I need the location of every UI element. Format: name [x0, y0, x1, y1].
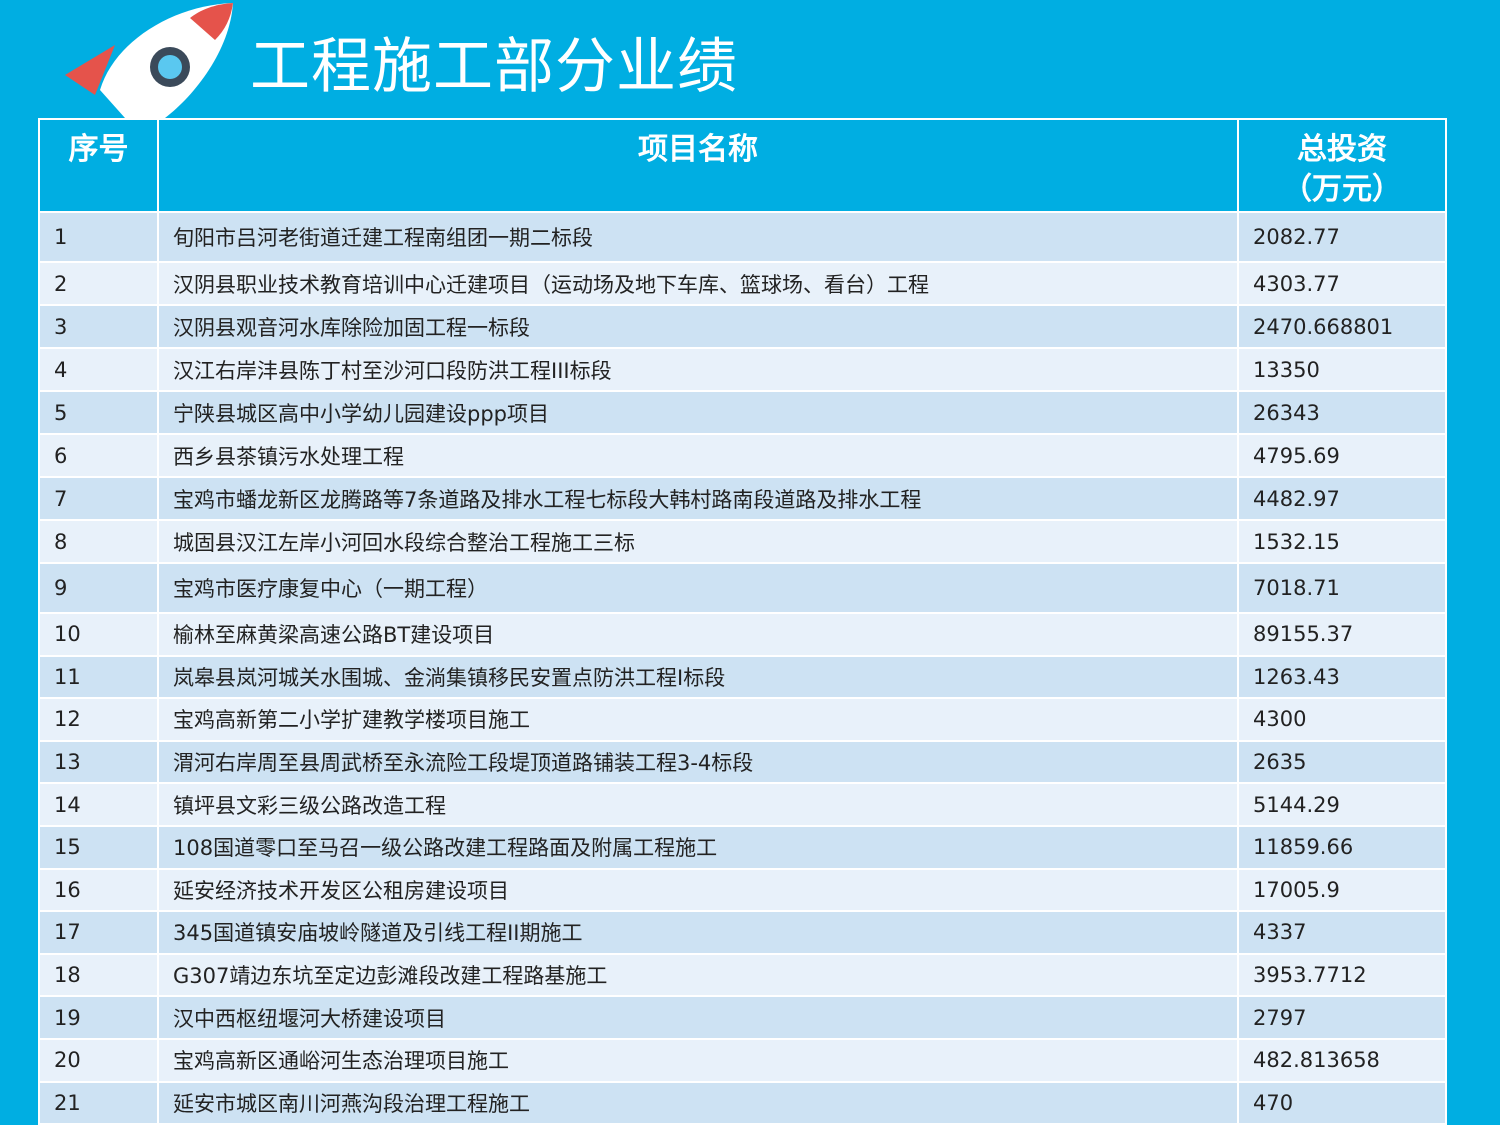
project-name: G307靖边东坑至定边彭滩段改建工程路基施工 — [157, 952, 1239, 998]
column-header: 总投资 （万元） — [1237, 118, 1447, 213]
project-name: 汉中西枢纽堰河大桥建设项目 — [157, 995, 1239, 1040]
investment: 1263.43 — [1237, 654, 1447, 700]
row-number: 10 — [38, 612, 159, 657]
investment: 11859.66 — [1237, 824, 1447, 870]
row-number: 13 — [38, 739, 159, 785]
project-name: 镇坪县文彩三级公路改造工程 — [157, 782, 1239, 827]
investment: 3953.7712 — [1237, 952, 1447, 998]
project-name: 345国道镇安庙坡岭隧道及引线工程II期施工 — [157, 910, 1239, 955]
column-header: 项目名称 — [157, 118, 1239, 213]
row-number: 7 — [38, 476, 159, 521]
investment: 1532.15 — [1237, 519, 1447, 564]
investment: 2635 — [1237, 739, 1447, 785]
project-name: 汉阴县观音河水库除险加固工程一标段 — [157, 304, 1239, 349]
table-row: 1 旬阳市吕河老街道迁建工程南组团一期二标段 2082.77 — [38, 211, 1447, 263]
investment: 26343 — [1237, 390, 1447, 435]
project-name: 岚皋县岚河城关水围城、金淌集镇移民安置点防洪工程I标段 — [157, 654, 1239, 700]
row-number: 4 — [38, 347, 159, 392]
project-name: 汉阴县职业技术教育培训中心迁建项目（运动场及地下车库、篮球场、看台）工程 — [157, 261, 1239, 306]
project-name: 108国道零口至马召一级公路改建工程路面及附属工程施工 — [157, 824, 1239, 870]
project-name: 城固县汉江左岸小河回水段综合整治工程施工三标 — [157, 519, 1239, 564]
project-name: 宁陕县城区高中小学幼儿园建设ppp项目 — [157, 390, 1239, 435]
project-name: 宝鸡市医疗康复中心（一期工程） — [157, 562, 1239, 614]
row-number: 5 — [38, 390, 159, 435]
table-row: 14 镇坪县文彩三级公路改造工程 5144.29 — [38, 782, 1447, 827]
table-row: 4 汉江右岸沣县陈丁村至沙河口段防洪工程III标段 13350 — [38, 347, 1447, 392]
header-row: 序号 项目名称 总投资 （万元） — [38, 118, 1447, 213]
row-number: 8 — [38, 519, 159, 564]
investment: 13350 — [1237, 347, 1447, 392]
project-name: 延安市城区南川河燕沟段治理工程施工 — [157, 1080, 1239, 1125]
investment: 4300 — [1237, 697, 1447, 742]
investment: 4303.77 — [1237, 261, 1447, 306]
row-number: 2 — [38, 261, 159, 306]
project-name: 西乡县茶镇污水处理工程 — [157, 433, 1239, 478]
table-row: 3 汉阴县观音河水库除险加固工程一标段 2470.668801 — [38, 304, 1447, 349]
investment: 4795.69 — [1237, 433, 1447, 478]
investment: 4337 — [1237, 910, 1447, 955]
table-row: 10 榆林至麻黄梁高速公路BT建设项目 89155.37 — [38, 612, 1447, 657]
table-row: 20 宝鸡高新区通峪河生态治理项目施工 482.813658 — [38, 1037, 1447, 1083]
table-row: 21 延安市城区南川河燕沟段治理工程施工 470 — [38, 1080, 1447, 1125]
row-number: 12 — [38, 697, 159, 742]
table-row: 9 宝鸡市医疗康复中心（一期工程） 7018.71 — [38, 562, 1447, 614]
project-name: 宝鸡高新区通峪河生态治理项目施工 — [157, 1037, 1239, 1083]
investment: 17005.9 — [1237, 867, 1447, 913]
table-row: 13 渭河右岸周至县周武桥至永流险工段堤顶道路铺装工程3-4标段 2635 — [38, 739, 1447, 785]
table-row: 7 宝鸡市蟠龙新区龙腾路等7条道路及排水工程七标段大韩村路南段道路及排水工程 448… — [38, 476, 1447, 521]
rocket-icon — [65, 3, 233, 118]
table-row: 8 城固县汉江左岸小河回水段综合整治工程施工三标 1532.15 — [38, 519, 1447, 564]
project-name: 延安经济技术开发区公租房建设项目 — [157, 867, 1239, 913]
investment: 2470.668801 — [1237, 304, 1447, 349]
row-number: 17 — [38, 910, 159, 955]
header-line: （万元） — [1282, 172, 1402, 207]
title: 工程施工部分业绩 — [250, 32, 738, 102]
row-number: 3 — [38, 304, 159, 349]
row-number: 16 — [38, 867, 159, 913]
row-number: 18 — [38, 952, 159, 998]
project-name: 旬阳市吕河老街道迁建工程南组团一期二标段 — [157, 211, 1239, 263]
header-line: 序号 — [68, 132, 129, 167]
investment: 470 — [1237, 1080, 1447, 1125]
row-number: 14 — [38, 782, 159, 827]
table-row: 15 108国道零口至马召一级公路改建工程路面及附属工程施工 11859.66 — [38, 824, 1447, 870]
investment: 2797 — [1237, 995, 1447, 1040]
column-header: 序号 — [38, 118, 159, 213]
row-number: 19 — [38, 995, 159, 1040]
row-number: 1 — [38, 211, 159, 263]
project-name: 榆林至麻黄梁高速公路BT建设项目 — [157, 612, 1239, 657]
table-row: 16 延安经济技术开发区公租房建设项目 17005.9 — [38, 867, 1447, 913]
investment: 7018.71 — [1237, 562, 1447, 614]
table-row: 18 G307靖边东坑至定边彭滩段改建工程路基施工 3953.7712 — [38, 952, 1447, 998]
row-number: 9 — [38, 562, 159, 614]
investment: 89155.37 — [1237, 612, 1447, 657]
header-line: 项目名称 — [638, 132, 758, 167]
table-row: 2 汉阴县职业技术教育培训中心迁建项目（运动场及地下车库、篮球场、看台）工程 430… — [38, 261, 1447, 306]
table-row: 19 汉中西枢纽堰河大桥建设项目 2797 — [38, 995, 1447, 1040]
table-row: 17 345国道镇安庙坡岭隧道及引线工程II期施工 4337 — [38, 910, 1447, 955]
investment: 2082.77 — [1237, 211, 1447, 263]
investment: 5144.29 — [1237, 782, 1447, 827]
project-name: 宝鸡市蟠龙新区龙腾路等7条道路及排水工程七标段大韩村路南段道路及排水工程 — [157, 476, 1239, 521]
table-row: 12 宝鸡高新第二小学扩建教学楼项目施工 4300 — [38, 697, 1447, 742]
row-number: 11 — [38, 654, 159, 700]
investment: 4482.97 — [1237, 476, 1447, 521]
project-name: 汉江右岸沣县陈丁村至沙河口段防洪工程III标段 — [157, 347, 1239, 392]
project-name: 宝鸡高新第二小学扩建教学楼项目施工 — [157, 697, 1239, 742]
row-number: 6 — [38, 433, 159, 478]
project-name: 渭河右岸周至县周武桥至永流险工段堤顶道路铺装工程3-4标段 — [157, 739, 1239, 785]
row-number: 15 — [38, 824, 159, 870]
row-number: 20 — [38, 1037, 159, 1083]
table-row: 11 岚皋县岚河城关水围城、金淌集镇移民安置点防洪工程I标段 1263.43 — [38, 654, 1447, 700]
header-line: 总投资 — [1297, 132, 1387, 167]
investment: 482.813658 — [1237, 1037, 1447, 1083]
row-number: 21 — [38, 1080, 159, 1125]
table-row: 5 宁陕县城区高中小学幼儿园建设ppp项目 26343 — [38, 390, 1447, 435]
table-row: 6 西乡县茶镇污水处理工程 4795.69 — [38, 433, 1447, 478]
table: 序号 项目名称 总投资 （万元） 1 旬阳市吕河老街道迁建工程南组团一期二标段 2082.… — [38, 118, 1447, 1125]
